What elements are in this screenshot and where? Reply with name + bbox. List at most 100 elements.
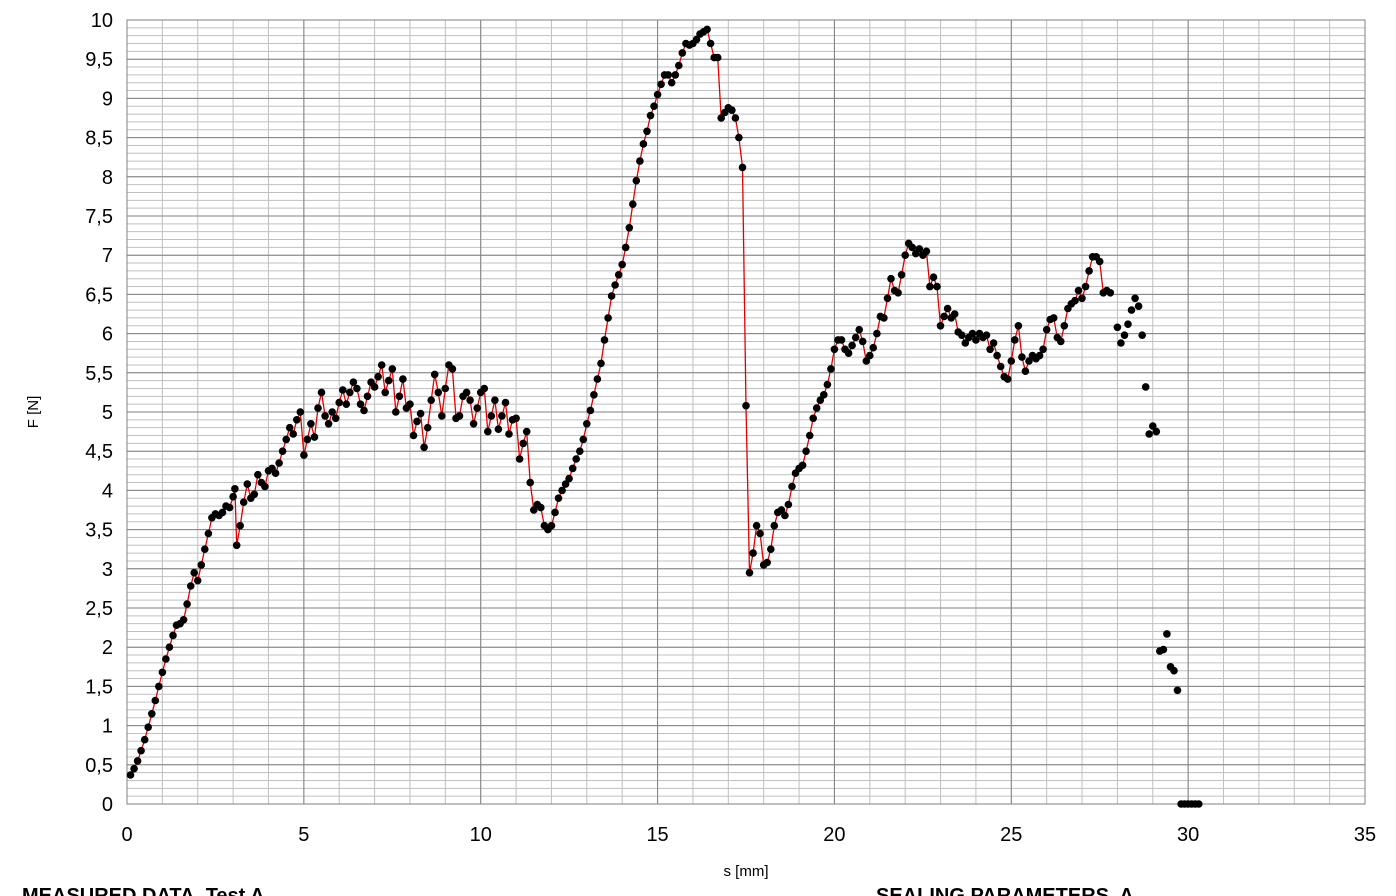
data-point: [1173, 686, 1182, 695]
data-point: [767, 545, 775, 553]
data-point: [607, 292, 616, 300]
data-point: [165, 643, 174, 651]
data-point: [254, 470, 262, 479]
data-point: [1149, 422, 1157, 430]
data-point: [310, 433, 319, 441]
data-point: [558, 486, 566, 495]
data-point: [1057, 337, 1065, 346]
data-point: [933, 282, 941, 291]
data-point: [1131, 294, 1139, 303]
x-tick-label: 15: [646, 824, 668, 846]
data-point: [618, 260, 626, 269]
data-point: [961, 339, 970, 347]
data-point: [837, 336, 846, 344]
x-tick-label: 5: [298, 824, 309, 846]
data-point: [530, 506, 538, 514]
data-point: [756, 529, 764, 538]
y-tick-label: 1: [102, 716, 113, 738]
data-point: [632, 176, 641, 185]
data-point: [547, 521, 556, 530]
data-point: [593, 375, 602, 383]
data-point: [1003, 375, 1012, 383]
data-point: [1018, 353, 1026, 361]
data-point: [639, 140, 648, 148]
data-point: [667, 78, 676, 87]
data-point: [1042, 325, 1051, 334]
data-point: [936, 322, 945, 330]
data-point: [300, 451, 308, 459]
data-point: [926, 282, 934, 291]
data-point: [384, 376, 393, 385]
data-point: [576, 447, 584, 456]
data-point: [742, 401, 750, 410]
data-point: [664, 71, 672, 79]
data-point: [441, 384, 450, 393]
data-point: [738, 163, 747, 172]
data-point: [285, 423, 294, 432]
data-point: [197, 561, 206, 569]
data-point: [158, 668, 167, 677]
data-point: [820, 391, 828, 399]
data-point: [183, 600, 191, 608]
data-point: [675, 61, 683, 70]
data-point: [604, 314, 612, 322]
data-point: [1049, 314, 1058, 322]
data-point: [643, 127, 651, 136]
data-point: [448, 365, 457, 373]
data-point: [908, 243, 916, 252]
data-point: [600, 336, 609, 344]
x-axis-title: s [mm]: [724, 863, 769, 880]
y-tick-label: 2,5: [85, 598, 113, 620]
y-tick-label: 1,5: [85, 676, 113, 698]
data-point: [314, 404, 322, 412]
data-point: [1095, 257, 1104, 266]
data-point: [713, 53, 722, 62]
data-point: [137, 746, 145, 755]
data-point: [1113, 323, 1122, 332]
y-tick-label: 6: [102, 324, 113, 346]
data-point: [484, 427, 492, 436]
data-point: [487, 412, 496, 420]
data-point: [752, 521, 761, 530]
data-point: [406, 400, 414, 409]
data-point: [423, 423, 432, 432]
data-point: [388, 365, 397, 373]
data-point: [653, 90, 662, 99]
data-point: [745, 568, 754, 577]
data-point: [126, 771, 135, 779]
data-point: [179, 616, 188, 624]
data-point: [151, 696, 160, 705]
data-point: [568, 464, 577, 473]
data-point: [289, 430, 298, 438]
data-point: [894, 289, 902, 297]
data-point: [427, 396, 436, 405]
data-point: [307, 420, 315, 428]
data-point: [204, 529, 213, 538]
data-point: [1163, 630, 1171, 638]
data-point: [554, 494, 563, 503]
data-point: [1021, 367, 1030, 376]
data-point: [996, 362, 1005, 371]
data-point: [438, 412, 446, 420]
x-tick-label: 20: [823, 824, 845, 846]
series-points: [126, 25, 1203, 808]
data-point: [469, 420, 478, 428]
data-point: [897, 271, 906, 279]
y-tick-label: 2: [102, 637, 113, 659]
data-point: [271, 469, 280, 478]
data-point: [144, 723, 152, 731]
data-point: [140, 735, 149, 744]
data-point: [1152, 427, 1161, 436]
data-point: [218, 508, 227, 517]
data-point: [784, 500, 793, 509]
data-point: [855, 325, 863, 334]
y-tick-label: 3,5: [85, 520, 113, 542]
data-point: [986, 345, 994, 354]
data-point: [239, 498, 248, 507]
x-tick-label: 35: [1354, 824, 1376, 846]
data-point: [883, 294, 892, 303]
data-point: [1035, 351, 1044, 360]
data-point: [399, 375, 407, 383]
data-point: [873, 329, 881, 338]
